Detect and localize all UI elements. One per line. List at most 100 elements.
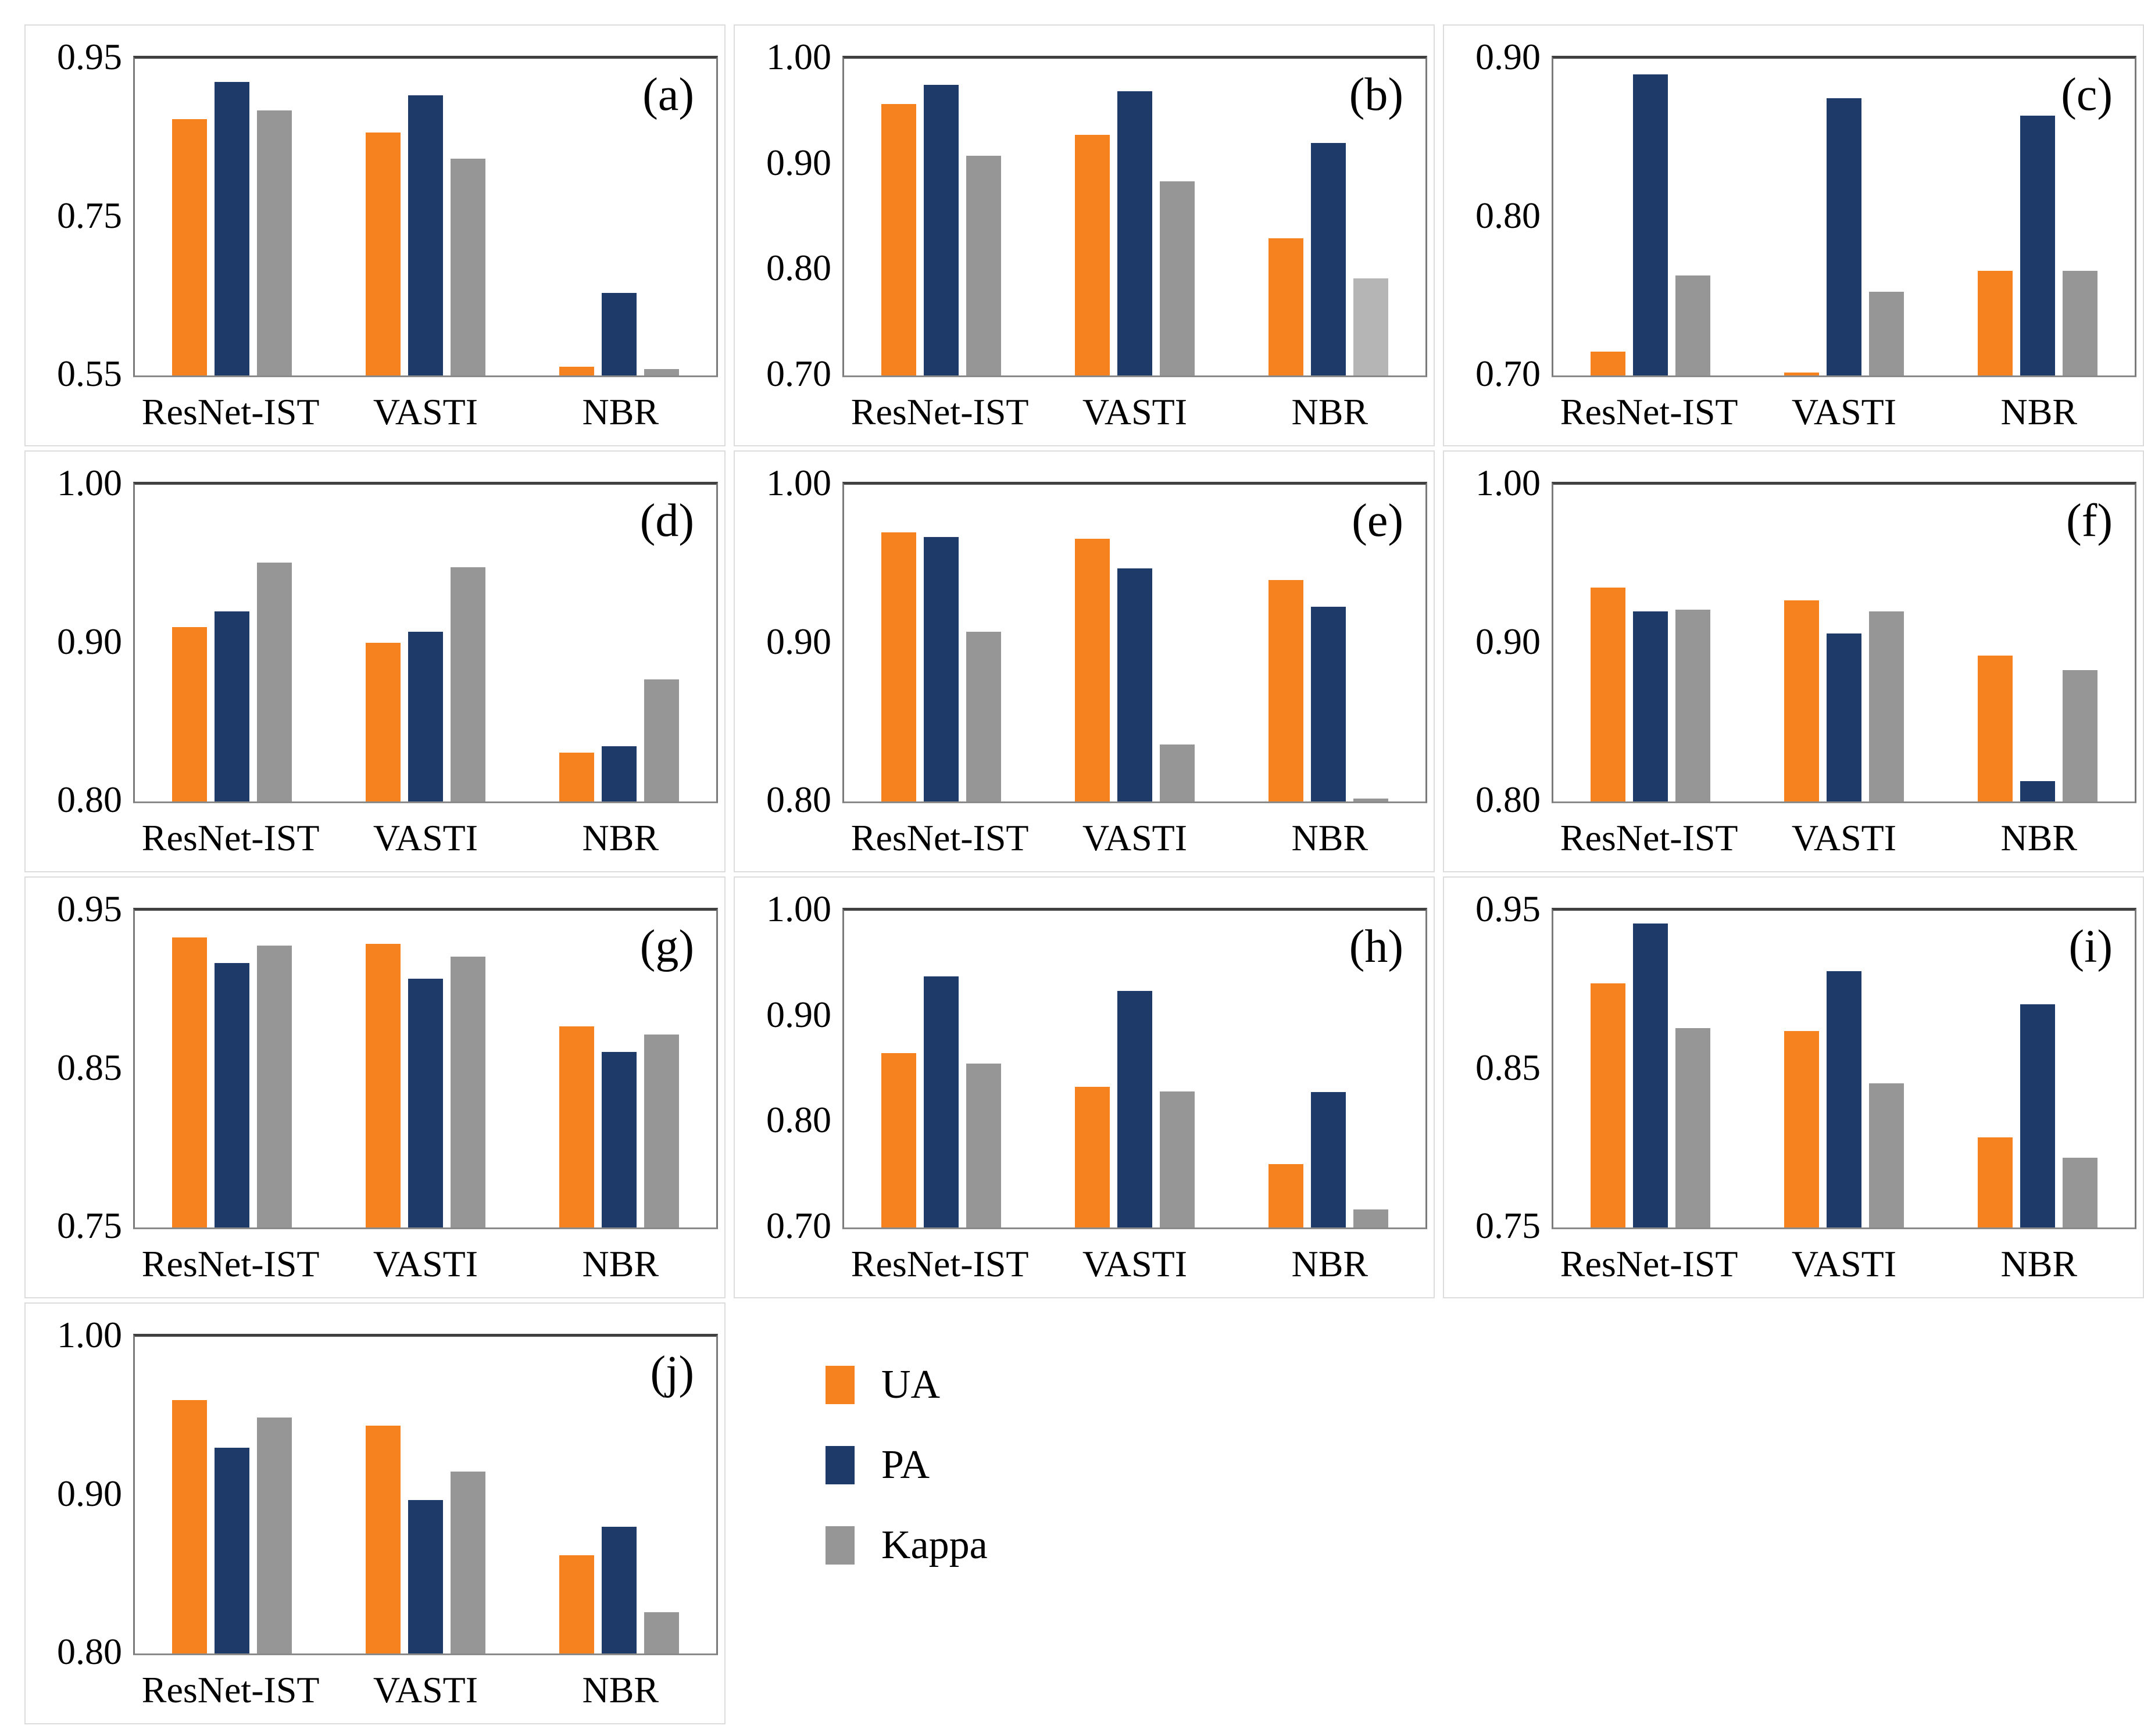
bar-pa-nbr: [602, 1052, 637, 1227]
bar-group-nbr: [1232, 911, 1425, 1227]
bar-ua-nbr: [1268, 1164, 1304, 1227]
bar-group-vasti: [1747, 911, 1941, 1227]
bar-kappa-resnet-ist: [256, 1418, 292, 1653]
y-tick-label: 0.95: [57, 888, 122, 929]
x-axis-labels: ResNet-IST VASTI NBR: [842, 818, 1427, 858]
bar-pa-vasti: [1826, 971, 1861, 1227]
bar-group-resnet-ist: [1553, 485, 1747, 801]
chart-panel-a: 0.95 0.75 0.55 (a) ResNet-IST VASTI NBR: [24, 24, 726, 446]
x-category-label: NBR: [2000, 1243, 2078, 1284]
bar-pa-nbr: [2020, 116, 2056, 375]
legend-item-ua: UA: [826, 1365, 1232, 1405]
bar-kappa-nbr: [644, 1035, 680, 1227]
x-axis-labels: ResNet-IST VASTI NBR: [842, 1244, 1427, 1284]
y-tick-label: 1.00: [766, 36, 831, 77]
bar-pa-resnet-ist: [1632, 924, 1668, 1227]
bar-ua-vasti: [365, 643, 401, 801]
bar-group-nbr: [523, 485, 716, 801]
x-axis-labels: ResNet-IST VASTI NBR: [133, 818, 718, 858]
bar-pa-resnet-ist: [1632, 74, 1668, 375]
y-tick-label: 0.70: [766, 1205, 831, 1246]
panel-letter-a: (a): [642, 69, 694, 120]
plot-area: (f): [1552, 482, 2136, 803]
bar-pa-nbr: [602, 293, 637, 375]
bar-group-vasti: [328, 911, 522, 1227]
x-category-label: NBR: [582, 1669, 659, 1710]
bar-kappa-resnet-ist: [1675, 610, 1710, 801]
bar-pa-vasti: [1117, 568, 1152, 801]
x-axis-labels: ResNet-IST VASTI NBR: [1552, 818, 2136, 858]
bar-ua-resnet-ist: [1590, 352, 1625, 375]
bar-group-resnet-ist: [1553, 59, 1747, 375]
bar-pa-vasti: [408, 979, 443, 1227]
chart-panel-e: 1.00 0.90 0.80 (e) ResNet-IST VASTI NBR: [734, 450, 1435, 872]
bar-kappa-resnet-ist: [966, 1064, 1001, 1227]
panel-letter-f: (f): [2066, 495, 2113, 546]
bar-groups: [844, 485, 1425, 801]
chart-panel-c: 0.90 0.80 0.70 (c) ResNet-IST VASTI NBR: [1443, 24, 2144, 446]
x-category-label: ResNet-IST: [851, 391, 1029, 432]
bar-group-vasti: [1747, 485, 1941, 801]
ua-swatch-icon: [826, 1366, 855, 1404]
bar-pa-nbr: [1311, 143, 1346, 375]
bar-group-vasti: [1747, 59, 1941, 375]
bar-ua-nbr: [1978, 656, 2013, 801]
bar-group-nbr: [1232, 59, 1425, 375]
bar-ua-resnet-ist: [881, 104, 916, 375]
bar-kappa-resnet-ist: [966, 632, 1001, 801]
bar-group-nbr: [1232, 485, 1425, 801]
x-category-label: NBR: [1291, 391, 1368, 432]
bar-kappa-vasti: [1159, 1091, 1195, 1227]
bar-group-nbr: [523, 911, 716, 1227]
y-tick-label: 1.00: [57, 1314, 122, 1355]
x-category-label: VASTI: [1082, 1243, 1188, 1284]
bar-kappa-vasti: [1868, 1083, 1904, 1227]
bar-pa-vasti: [1826, 633, 1861, 801]
x-category-label: ResNet-IST: [141, 391, 320, 432]
x-category-label: VASTI: [1082, 817, 1188, 858]
bar-kappa-resnet-ist: [256, 110, 292, 375]
legend-item-pa: PA: [826, 1443, 1232, 1487]
bar-group-resnet-ist: [1553, 911, 1747, 1227]
bar-group-resnet-ist: [135, 911, 328, 1227]
y-tick-label: 0.80: [57, 779, 122, 820]
panel-letter-b: (b): [1349, 69, 1403, 120]
y-tick-label: 0.80: [766, 1099, 831, 1141]
bar-ua-resnet-ist: [171, 627, 207, 801]
bar-group-vasti: [1038, 485, 1231, 801]
legend-label-pa: PA: [881, 1443, 930, 1487]
bar-kappa-nbr: [1353, 799, 1389, 801]
bar-pa-nbr: [602, 746, 637, 801]
bar-group-resnet-ist: [844, 485, 1038, 801]
bar-pa-resnet-ist: [214, 1448, 249, 1653]
bar-kappa-vasti: [450, 567, 485, 801]
bar-pa-resnet-ist: [214, 82, 249, 375]
bar-groups: [844, 59, 1425, 375]
bar-kappa-nbr: [1353, 278, 1389, 375]
x-axis-labels: ResNet-IST VASTI NBR: [133, 1670, 718, 1710]
y-tick-label: 1.00: [766, 888, 831, 929]
y-tick-label: 0.85: [1475, 1046, 1541, 1088]
bar-ua-resnet-ist: [171, 1400, 207, 1653]
bar-ua-nbr: [1978, 1137, 2013, 1227]
plot-area: (g): [133, 908, 718, 1229]
y-tick-label: 1.00: [1475, 462, 1541, 503]
bar-ua-resnet-ist: [1590, 588, 1625, 801]
bar-kappa-resnet-ist: [966, 156, 1001, 375]
bar-ua-nbr: [559, 367, 595, 375]
plot-area: (d): [133, 482, 718, 803]
x-category-label: NBR: [2000, 817, 2078, 858]
y-tick-label: 0.75: [1475, 1205, 1541, 1246]
bar-pa-resnet-ist: [214, 611, 249, 801]
bar-ua-vasti: [1784, 373, 1819, 375]
x-category-label: VASTI: [1791, 391, 1897, 432]
x-category-label: NBR: [1291, 817, 1368, 858]
bar-pa-vasti: [1117, 91, 1152, 375]
bar-group-vasti: [1038, 911, 1231, 1227]
bar-kappa-resnet-ist: [256, 946, 292, 1227]
x-category-label: ResNet-IST: [141, 1243, 320, 1284]
legend: UA PA Kappa: [826, 1365, 1232, 1606]
bar-kappa-vasti: [450, 957, 485, 1227]
x-axis-labels: ResNet-IST VASTI NBR: [133, 392, 718, 432]
